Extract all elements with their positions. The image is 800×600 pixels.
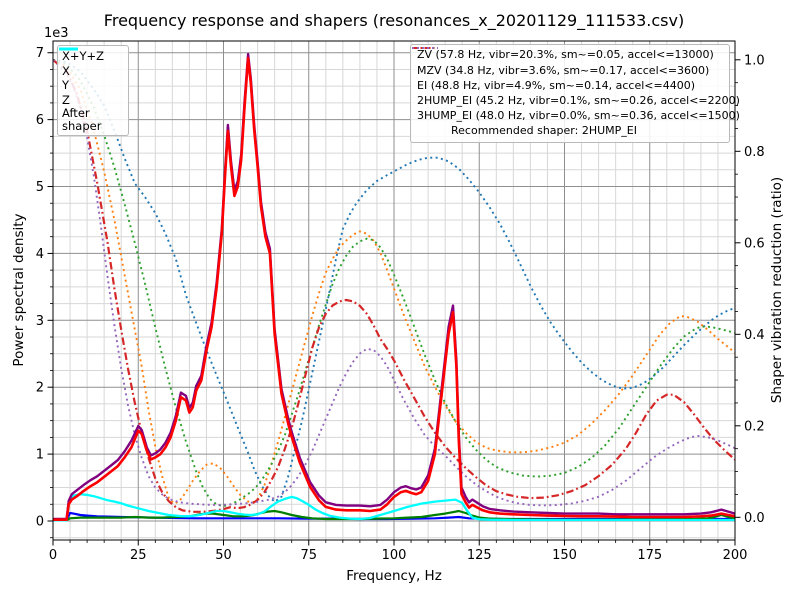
legend-item: MZV (34.8 Hz, vibr=3.6%, sm~=0.17, accel… xyxy=(412,47,723,78)
legend-line-sample xyxy=(59,47,78,51)
chart-title: Frequency response and shapers (resonanc… xyxy=(103,11,685,30)
x-tick-label: 75 xyxy=(300,548,317,563)
legend-item-label: 3HUMP_EI (48.0 Hz, vibr=0.0%, sm~=0.36, … xyxy=(417,109,740,123)
legend-item-label: X xyxy=(62,63,70,78)
x-tick-label: 100 xyxy=(382,548,407,563)
y-left-tick-label: 6 xyxy=(36,113,44,128)
legend-item-label: EI (48.8 Hz, vibr=4.9%, sm~=0.14, accel<… xyxy=(417,78,695,92)
legend-item: EI (48.8 Hz, vibr=4.9%, sm~=0.14, accel<… xyxy=(412,47,723,93)
legend-item: Z xyxy=(59,47,124,108)
y-left-tick-label: 3 xyxy=(36,314,44,329)
y-right-tick-label: 0.4 xyxy=(744,328,765,343)
y-right-tick-label: 0.0 xyxy=(744,511,765,526)
y-right-tick-label: 0.8 xyxy=(744,145,765,160)
legend-line-sample xyxy=(412,47,438,49)
y-right-tick-label: 0.2 xyxy=(744,419,765,434)
legend-item-label: MZV (34.8 Hz, vibr=3.6%, sm~=0.17, accel… xyxy=(417,63,710,77)
y-left-tick-label: 4 xyxy=(36,247,44,262)
legend-recommended-shaper: Recommended shaper: 2HUMP_EI xyxy=(451,124,723,139)
legend-item-label: 2HUMP_EI (45.2 Hz, vibr=0.1%, sm~=0.26, … xyxy=(417,93,740,107)
legend-item: 3HUMP_EI (48.0 Hz, vibr=0.0%, sm~=0.36, … xyxy=(412,47,740,124)
x-tick-label: 125 xyxy=(467,548,492,563)
y-axis-left-label: Power spectral density xyxy=(11,213,27,367)
legend-item: X xyxy=(59,47,124,79)
legend-item: Y xyxy=(59,47,124,93)
y-axis-right-label: Shaper vibration reduction (ratio) xyxy=(769,176,785,404)
y-left-tick-label: 1 xyxy=(36,448,44,463)
series-ZV xyxy=(53,58,735,503)
legend-item-label: Z xyxy=(62,92,70,107)
legend-item: After shaper xyxy=(59,47,124,133)
series-3HUMP_EI xyxy=(53,59,735,507)
x-tick-label: 0 xyxy=(49,548,57,563)
legend-item-label: X+Y+Z xyxy=(62,49,105,63)
legend-shapers: ZV (57.8 Hz, vibr=20.3%, sm~=0.05, accel… xyxy=(410,44,740,144)
y-right-tick-label: 1.0 xyxy=(744,53,765,68)
legend-item: ZV (57.8 Hz, vibr=20.3%, sm~=0.05, accel… xyxy=(412,47,723,63)
series-2HUMP_EI xyxy=(53,58,735,513)
x-tick-label: 150 xyxy=(552,548,577,563)
x-axis-label: Frequency, Hz xyxy=(346,568,442,584)
x-tick-label: 200 xyxy=(723,548,748,563)
recommended-shaper-text: Recommended shaper: 2HUMP_EI xyxy=(451,124,637,138)
legend-item-label: ZV (57.8 Hz, vibr=20.3%, sm~=0.05, accel… xyxy=(417,48,714,62)
y-right-tick-label: 0.6 xyxy=(744,236,765,251)
y-left-tick-label: 2 xyxy=(36,381,44,396)
legend-item-label: Y xyxy=(62,78,70,92)
series-MZV xyxy=(53,58,735,505)
legend-psd: X+Y+Z X Y Z After shaper xyxy=(57,45,129,136)
y-left-tick-label: 0 xyxy=(36,514,44,529)
series-After-shaper xyxy=(53,493,735,522)
legend-item: 2HUMP_EI (45.2 Hz, vibr=0.1%, sm~=0.26, … xyxy=(412,47,740,109)
x-tick-label: 25 xyxy=(130,548,147,563)
y-left-tick-label: 5 xyxy=(36,180,44,195)
legend-item-label: After shaper xyxy=(62,106,102,133)
x-tick-label: 175 xyxy=(637,548,662,563)
y-left-tick-label: 7 xyxy=(36,46,44,61)
y-axis-offset-text: 1e3 xyxy=(44,26,69,41)
series-X xyxy=(53,56,735,522)
series-EI xyxy=(53,58,735,508)
x-tick-label: 50 xyxy=(215,548,232,563)
